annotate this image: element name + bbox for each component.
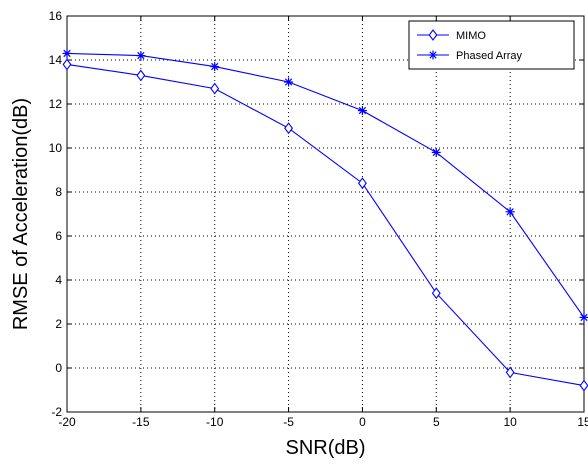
plot-frame [66,15,585,413]
data-point-phased-array [62,48,72,58]
x-tick-label: 0 [359,415,366,429]
data-point-mimo [357,177,367,190]
x-tick-label: 5 [433,415,440,429]
data-point-phased-array [136,51,146,61]
data-point-phased-array [284,77,294,87]
y-tick-label: 2 [55,317,62,331]
data-point-phased-array [357,106,367,116]
y-tick-label: 14 [49,53,63,67]
series-mimo [62,58,588,392]
x-tick-label: 15 [577,415,588,429]
x-tick-label: -10 [206,415,224,429]
data-point-mimo [284,122,294,135]
data-point-mimo [136,69,146,82]
y-axis-label: RMSE of Acceleration(dB) [10,98,32,330]
series-line-phased-array [66,52,585,318]
x-tick-label: -15 [132,415,150,429]
y-tick-label: 12 [49,97,63,111]
data-point-phased-array [579,312,588,322]
x-tick-label: -20 [58,415,76,429]
legend-label-phased-array: Phased Array [456,50,523,62]
y-tick-label: 6 [55,229,62,243]
x-axis-label: SNR(dB) [285,437,365,459]
data-point-phased-array [505,207,515,217]
legend-label-mimo: MIMO [456,30,486,42]
data-point-mimo [210,82,220,95]
y-tick-label: 16 [49,9,63,23]
legend: MIMO Phased Array [408,20,575,70]
x-tick-label: -5 [283,415,294,429]
y-tick-label: 4 [55,273,62,287]
data-point-mimo [431,287,441,300]
y-tick-label: -2 [51,405,62,419]
data-point-mimo [62,58,72,71]
data-point-mimo [579,379,588,392]
data-point-mimo [505,366,515,379]
y-tick-label: 0 [55,361,62,375]
y-tick-label: 10 [49,141,63,155]
data-point-phased-array [210,62,220,72]
series-layer [62,48,588,392]
series-line-mimo [66,63,585,387]
data-point-phased-array [431,147,441,157]
x-tick-label: 10 [503,415,517,429]
legend-marker-mimo [428,29,438,41]
legend-box [408,20,575,70]
series-phased-array [62,48,588,322]
legend-marker-phased-array [428,50,438,60]
y-tick-label: 8 [55,185,62,199]
